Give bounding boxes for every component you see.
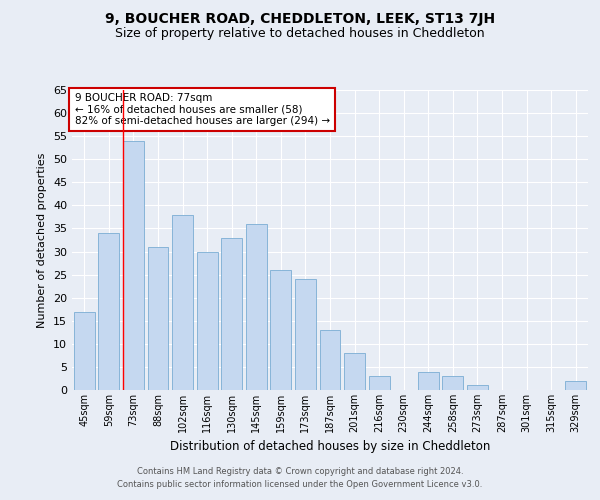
Bar	[368, 376, 389, 390]
Bar	[246, 224, 267, 390]
Text: Contains HM Land Registry data © Crown copyright and database right 2024.: Contains HM Land Registry data © Crown c…	[137, 467, 463, 476]
Bar	[123, 141, 144, 390]
Bar	[418, 372, 439, 390]
Bar	[197, 252, 218, 390]
Bar	[442, 376, 463, 390]
Bar	[565, 381, 586, 390]
Bar	[148, 247, 169, 390]
Bar	[320, 330, 340, 390]
Bar	[467, 386, 488, 390]
Text: 9, BOUCHER ROAD, CHEDDLETON, LEEK, ST13 7JH: 9, BOUCHER ROAD, CHEDDLETON, LEEK, ST13 …	[105, 12, 495, 26]
Y-axis label: Number of detached properties: Number of detached properties	[37, 152, 47, 328]
Bar	[98, 233, 119, 390]
Bar	[74, 312, 95, 390]
Bar	[172, 214, 193, 390]
X-axis label: Distribution of detached houses by size in Cheddleton: Distribution of detached houses by size …	[170, 440, 490, 454]
Text: Contains public sector information licensed under the Open Government Licence v3: Contains public sector information licen…	[118, 480, 482, 489]
Bar	[271, 270, 292, 390]
Bar	[344, 353, 365, 390]
Text: 9 BOUCHER ROAD: 77sqm
← 16% of detached houses are smaller (58)
82% of semi-deta: 9 BOUCHER ROAD: 77sqm ← 16% of detached …	[74, 93, 330, 126]
Bar	[221, 238, 242, 390]
Bar	[295, 279, 316, 390]
Text: Size of property relative to detached houses in Cheddleton: Size of property relative to detached ho…	[115, 28, 485, 40]
